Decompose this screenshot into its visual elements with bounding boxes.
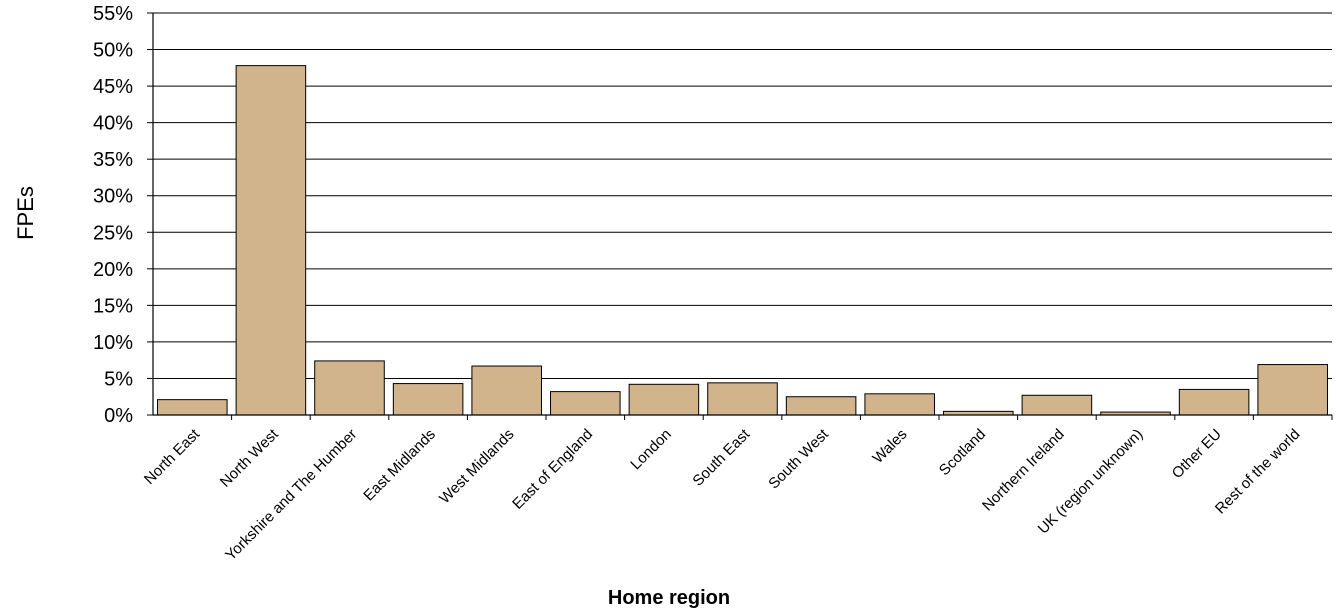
x-tick-label: Other EU	[1169, 426, 1225, 482]
x-tick-label: Scotland	[936, 426, 989, 479]
bar	[1021, 394, 1093, 416]
y-tick-label: 35%	[93, 149, 133, 171]
x-tick-label: East Midlands	[360, 426, 439, 505]
bar	[785, 396, 857, 416]
x-tick-label: South East	[689, 425, 753, 489]
y-tick-label: 40%	[93, 113, 133, 135]
x-tick-label: South West	[765, 425, 832, 492]
bar	[550, 391, 621, 416]
bar	[1178, 388, 1250, 416]
x-tick-label: London	[627, 426, 674, 473]
bar	[1257, 364, 1328, 416]
x-tick-label: Northern Ireland	[979, 426, 1068, 515]
bar	[707, 382, 778, 416]
y-tick-label: 10%	[93, 332, 133, 354]
y-tick-label: 50%	[93, 40, 133, 62]
x-tick-label: Rest of the world	[1212, 426, 1304, 518]
y-tick-labels: 0% 5% 10% 15% 20% 25% 30% 35% 40% 45% 50% 55%	[93, 3, 153, 427]
bar	[157, 399, 228, 416]
bar	[628, 383, 700, 416]
y-tick-label: 15%	[93, 295, 133, 317]
x-tick-label: West Midlands	[436, 426, 517, 507]
y-tick-label: 45%	[93, 76, 133, 98]
x-tick-label: East of England	[509, 426, 596, 513]
bar	[392, 383, 464, 416]
x-axis-title: Home region	[608, 587, 730, 609]
x-tick-label: Yorkshire and The Humber	[222, 426, 360, 564]
y-tick-label: 20%	[93, 259, 133, 281]
gridlines	[153, 12, 1332, 416]
x-tick-label: North East	[141, 425, 204, 488]
x-tick-label: Wales	[869, 426, 910, 467]
y-tick-label: 55%	[93, 3, 133, 25]
y-tick-label: 25%	[93, 222, 133, 244]
bar	[864, 393, 935, 416]
bar	[235, 65, 307, 416]
y-tick-label: 5%	[104, 368, 133, 390]
bar	[471, 365, 542, 416]
x-tick-label: North West	[217, 425, 282, 490]
y-tick-label: 30%	[93, 186, 133, 208]
y-tick-label: 0%	[104, 405, 133, 427]
bar	[314, 360, 385, 416]
bars	[157, 65, 1328, 416]
y-axis-title: FPEs	[13, 186, 38, 240]
